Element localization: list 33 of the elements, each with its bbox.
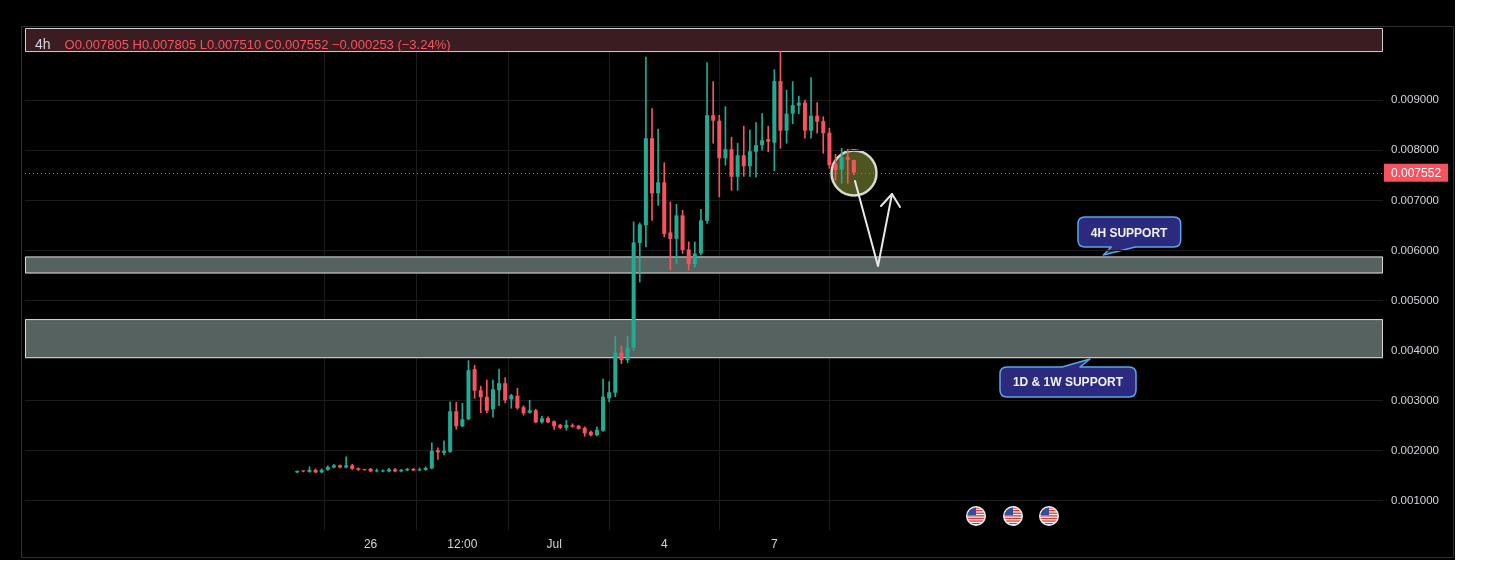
candlestick bbox=[796, 95, 801, 114]
candlestick bbox=[815, 102, 820, 134]
candlestick bbox=[790, 81, 795, 125]
y-tick-label: 0.004000 bbox=[1391, 343, 1439, 356]
x-tick-label: 7 bbox=[771, 536, 778, 551]
x-tick-label: 12:00 bbox=[447, 536, 478, 551]
candlestick bbox=[497, 368, 502, 407]
candlestick bbox=[760, 113, 765, 151]
candlestick bbox=[435, 447, 440, 460]
ref-line-label: 0.007552 bbox=[1391, 165, 1442, 180]
text: 4h bbox=[35, 35, 51, 52]
candlestick bbox=[656, 128, 661, 206]
candlestick bbox=[442, 440, 447, 456]
candlestick bbox=[753, 122, 759, 178]
annotation: O0.007805 H0.007805 L0.007510 C0.007552 −0.000253 (−3.24%) bbox=[64, 36, 451, 52]
candlestick bbox=[344, 456, 349, 469]
y-tick-label: 0.008000 bbox=[1391, 143, 1439, 156]
y-tick-label: 0.007000 bbox=[1391, 193, 1439, 206]
y-tick-label: 0.002000 bbox=[1391, 444, 1439, 457]
candlestick bbox=[809, 77, 814, 139]
y-tick-label: 0.006000 bbox=[1391, 243, 1439, 256]
y-tick-label: 0.001000 bbox=[1391, 494, 1439, 507]
x-tick-label: 26 bbox=[363, 536, 378, 551]
y-tick-label: 0.009000 bbox=[1391, 93, 1439, 106]
band-label: 1D & 1W SUPPORT bbox=[1012, 375, 1124, 390]
y-tick-label: 0.005000 bbox=[1391, 293, 1439, 306]
x-tick-label: 4 bbox=[660, 536, 668, 551]
candlestick bbox=[766, 125, 771, 153]
candlestick bbox=[509, 393, 514, 409]
candlestick bbox=[711, 81, 716, 144]
y-tick-label: 0.003000 bbox=[1391, 393, 1439, 406]
band-label: 4H SUPPORT bbox=[1090, 225, 1169, 240]
x-tick-label: Jul bbox=[546, 536, 562, 551]
